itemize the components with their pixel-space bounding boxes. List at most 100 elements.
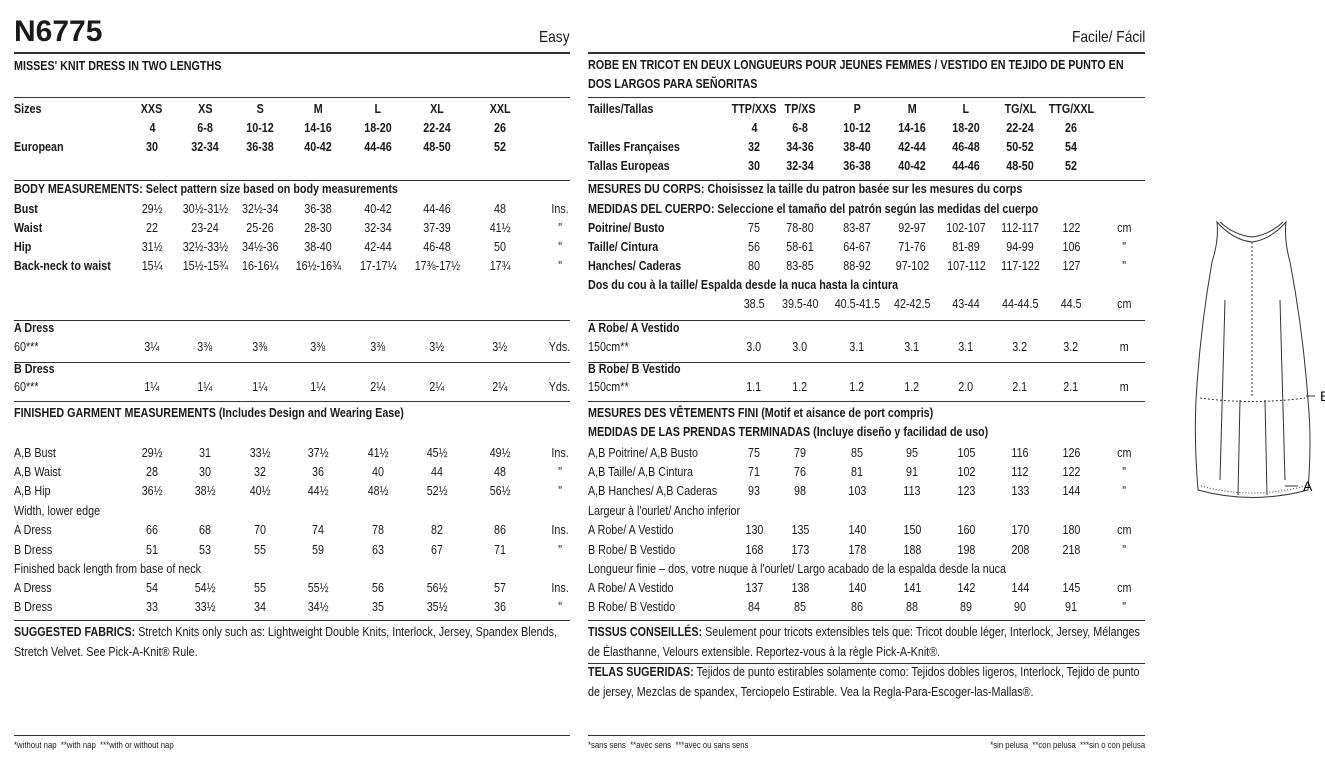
size-value-text: 33½: [249, 446, 271, 460]
size-value-text: 218: [1062, 543, 1080, 557]
size-value: 102-107: [906, 219, 1026, 238]
size-value: 44-46: [377, 200, 497, 219]
section-heading-text: FINISHED GARMENT MEASUREMENTS (Includes …: [14, 406, 404, 420]
size-value: 188: [852, 541, 972, 560]
size-value-text: 168: [745, 543, 763, 557]
unit-text: ": [558, 543, 562, 557]
size-value: 38-40: [797, 138, 917, 157]
size-value: 40-42: [852, 157, 972, 176]
unit: Ins.: [500, 579, 620, 598]
size-value-text: 44-46: [952, 159, 980, 173]
unit: m: [1064, 378, 1184, 397]
size-value: TG/XL: [960, 100, 1080, 119]
size-value: 3⅜: [145, 338, 265, 357]
size-value: 52½: [377, 482, 497, 501]
section-heading: BODY MEASUREMENTS: Select pattern size b…: [14, 180, 460, 199]
size-value: 56: [694, 238, 814, 257]
size-value-text: 78-80: [786, 221, 814, 235]
size-value-text: 144: [1062, 484, 1080, 498]
size-value-text: 3.1: [849, 340, 865, 354]
rule-line: [14, 401, 570, 402]
size-value-text: 40½: [249, 484, 271, 498]
row-label: Tailles Françaises: [588, 138, 695, 157]
row-label-text: A,B Bust: [14, 446, 56, 460]
size-value-text: 91: [906, 465, 918, 479]
size-value-text: 90: [1014, 600, 1026, 614]
size-value-text: 1¼: [310, 380, 326, 394]
size-value-text: 28: [146, 465, 158, 479]
size-value-text: 18-20: [952, 121, 980, 135]
size-value-text: 52: [1065, 159, 1077, 173]
unit: ": [1064, 598, 1184, 617]
row-label: 60***: [14, 338, 43, 357]
size-value-text: 78: [372, 523, 384, 537]
size-value: 1¼: [200, 378, 320, 397]
size-value-text: TTG/XXL: [1048, 102, 1094, 116]
size-value-text: 54½: [194, 581, 216, 595]
size-value: 18-20: [318, 119, 438, 138]
footnote: *without nap **with nap ***with or witho…: [14, 736, 200, 755]
size-value-text: 4: [149, 121, 155, 135]
size-value-text: 45½: [426, 446, 448, 460]
section-heading: MESURES DU CORPS: Choisissez la taille d…: [588, 180, 1093, 199]
size-value-text: 160: [957, 523, 975, 537]
section-heading-text: MEDIDAS DEL CUERPO: Seleccione el tamaño…: [588, 202, 1039, 216]
size-value-text: 54: [1065, 140, 1077, 154]
size-value-text: 80: [748, 259, 760, 273]
unit: ": [1064, 482, 1184, 501]
size-value: 117-122: [960, 257, 1080, 276]
size-value-text: 133: [1011, 484, 1029, 498]
size-value-text: M: [313, 102, 323, 116]
size-value: 6-8: [145, 119, 265, 138]
unit-text: cm: [1116, 297, 1132, 311]
section-heading: Largeur à l'ourlet/ Ancho inferior: [588, 502, 765, 521]
unit: cm: [1064, 295, 1184, 314]
unit: ": [1064, 257, 1184, 276]
size-value-text: 55: [254, 581, 266, 595]
size-value-text: 29½: [141, 446, 163, 460]
size-value: 94-99: [960, 238, 1080, 257]
section-heading: Width, lower edge: [14, 502, 114, 521]
size-value: 49½: [440, 444, 560, 463]
size-value-text: 26: [494, 121, 506, 135]
size-value-text: 22-24: [423, 121, 451, 135]
size-value-text: 32½-34: [241, 202, 279, 216]
size-value: 55: [200, 541, 320, 560]
size-value-text: 92-97: [898, 221, 926, 235]
size-value-text: L: [962, 102, 970, 116]
size-value: 71: [440, 541, 560, 560]
size-value: 98: [740, 482, 860, 501]
size-value: 53: [145, 541, 265, 560]
fabrics-label: TISSUS CONSEILLÉS:: [588, 625, 703, 639]
row-label-text: 150cm**: [588, 380, 629, 394]
size-value-text: 2¼: [370, 380, 386, 394]
size-value-text: 150: [903, 523, 921, 537]
size-value: 14-16: [852, 119, 972, 138]
size-value: 50-52: [960, 138, 1080, 157]
size-value: 26: [440, 119, 560, 138]
size-value: 113: [852, 482, 972, 501]
size-value: 71: [694, 463, 814, 482]
unit-text: Ins.: [551, 523, 569, 537]
size-value-text: 81: [851, 465, 863, 479]
unit: m: [1064, 338, 1184, 357]
size-value: 31½: [92, 238, 212, 257]
size-value: 137: [694, 579, 814, 598]
difficulty: Facile/ Fácil: [845, 28, 1145, 47]
size-value: 10-12: [797, 119, 917, 138]
row-label-text: 60***: [14, 380, 39, 394]
row-label-text: Hanches/ Caderas: [588, 259, 682, 273]
fabrics-label: TELAS SUGERIDAS:: [588, 665, 694, 679]
row-label-text: B Dress: [14, 600, 53, 614]
footnote: *sin pelusa **con pelusa ***sin o con pe…: [845, 736, 1145, 755]
size-value-text: 1.2: [792, 380, 808, 394]
fabrics-text: Stretch Knits only such as: Lightweight …: [14, 625, 557, 659]
footnote-text: *sans sens **avec sens ***avec ou sans s…: [588, 740, 749, 750]
size-value-text: 113: [903, 484, 921, 498]
size-value: 48-50: [377, 138, 497, 157]
size-value-text: 70: [254, 523, 266, 537]
size-value: 86: [440, 521, 560, 540]
size-value-text: 40-42: [364, 202, 392, 216]
size-value-text: 29½: [141, 202, 163, 216]
size-value: 66: [92, 521, 212, 540]
